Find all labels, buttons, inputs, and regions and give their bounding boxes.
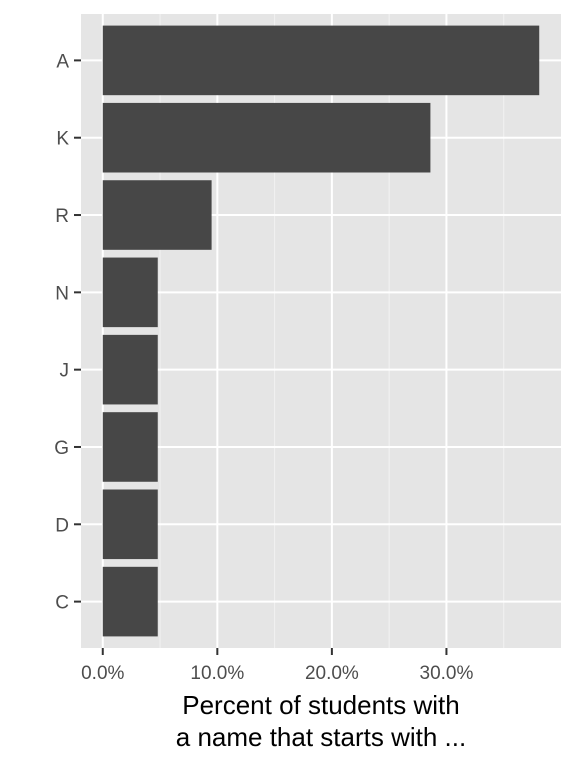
bar-J: [102, 334, 158, 405]
bar-K: [102, 102, 431, 173]
bar-G: [102, 412, 158, 482]
bar-N: [102, 257, 158, 328]
y-tick-label-G: G: [54, 438, 69, 459]
bar-R: [102, 180, 212, 250]
x-tick-label: 20.0%: [305, 663, 359, 684]
y-tick-label-N: N: [55, 283, 69, 304]
x-tick-label: 0.0%: [81, 663, 124, 684]
x-axis: 0.0% 10.0% 20.0% 30.0%: [81, 648, 473, 684]
y-tick-label-C: C: [55, 593, 69, 614]
y-tick-label-D: D: [55, 515, 69, 536]
bar-C: [102, 566, 158, 637]
y-tick-label-K: K: [56, 129, 69, 150]
x-tick-label: 30.0%: [420, 663, 474, 684]
x-tick-label: 10.0%: [190, 663, 244, 684]
y-axis: A K R N J G D C: [54, 51, 81, 614]
x-axis-title-line-2: a name that starts with ...: [175, 722, 467, 752]
bar-D: [102, 489, 158, 560]
x-axis-title: Percent of students with a name that sta…: [81, 689, 561, 753]
y-tick-label-R: R: [55, 206, 69, 227]
y-tick-label-A: A: [56, 51, 69, 72]
bar-A: [102, 25, 540, 96]
x-axis-title-line-1: Percent of students with: [182, 690, 460, 720]
y-tick-label-J: J: [60, 361, 70, 382]
bars: [102, 25, 540, 637]
